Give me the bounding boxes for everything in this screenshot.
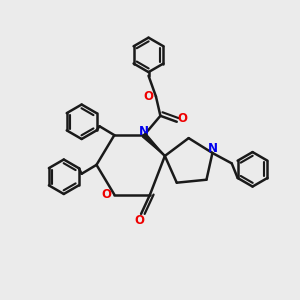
Text: O: O [135, 214, 145, 227]
Text: O: O [101, 188, 111, 201]
Polygon shape [142, 134, 165, 156]
Text: O: O [143, 90, 154, 103]
Text: O: O [177, 112, 187, 125]
Text: N: N [207, 142, 218, 155]
Text: N: N [139, 125, 149, 138]
